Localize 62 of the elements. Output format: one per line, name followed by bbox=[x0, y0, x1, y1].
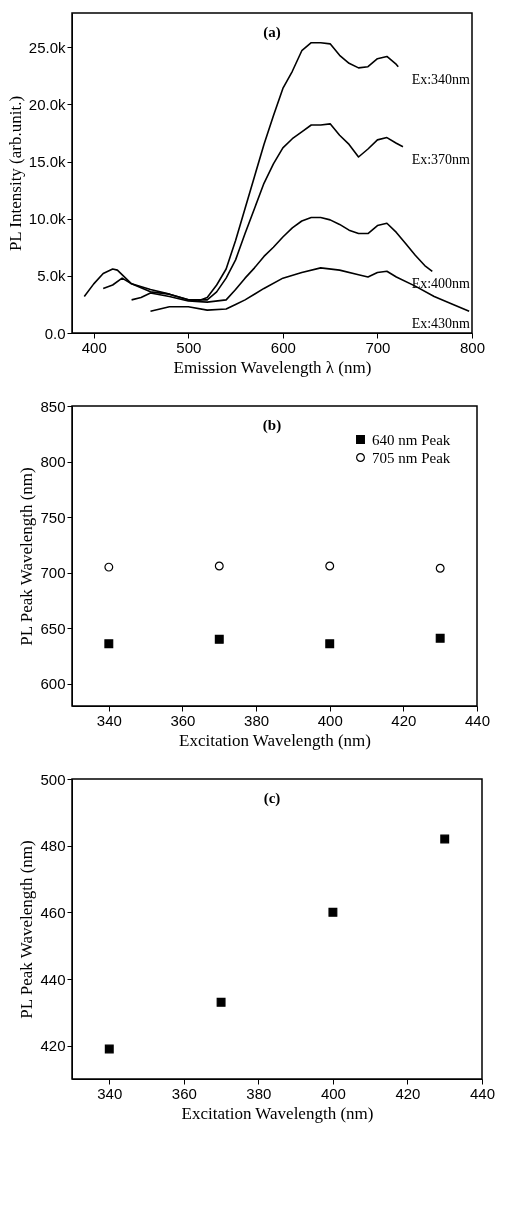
series-label: Ex:370nm bbox=[411, 151, 471, 167]
x-tick-label: 380 bbox=[246, 1084, 272, 1102]
point bbox=[216, 997, 226, 1007]
y-tick-label: 480 bbox=[40, 837, 66, 855]
annotation: (b) bbox=[262, 417, 282, 434]
point bbox=[325, 639, 335, 649]
y-tick-label: 420 bbox=[40, 1037, 66, 1055]
x-tick-label: 380 bbox=[244, 711, 270, 729]
point bbox=[214, 561, 224, 571]
x-axis-title: Emission Wavelength λ (nm) bbox=[173, 357, 372, 377]
legend-label: 705 nm Peak bbox=[372, 449, 451, 466]
series-label: Ex:430nm bbox=[411, 316, 471, 332]
x-tick-label: 440 bbox=[469, 1084, 496, 1102]
y-tick-label: 10.0k bbox=[28, 210, 66, 228]
point bbox=[104, 1044, 114, 1054]
annotation: (c) bbox=[263, 790, 281, 807]
x-tick-label: 600 bbox=[270, 338, 296, 356]
point bbox=[325, 561, 335, 571]
y-tick-label: 20.0k bbox=[28, 95, 66, 113]
point bbox=[440, 834, 450, 844]
x-tick-label: 340 bbox=[96, 711, 122, 729]
x-tick-label: 500 bbox=[176, 338, 202, 356]
series-label: Ex:400nm bbox=[411, 276, 471, 292]
x-tick-label: 400 bbox=[320, 1084, 346, 1102]
y-tick-label: 460 bbox=[40, 903, 66, 921]
legend-label: 640 nm Peak bbox=[372, 431, 451, 448]
x-tick-label: 420 bbox=[395, 1084, 421, 1102]
point bbox=[214, 634, 224, 644]
y-axis-title: PL Peak Wavelength (nm) bbox=[17, 467, 37, 646]
line-series bbox=[149, 267, 470, 313]
y-tick-label: 5.0k bbox=[37, 267, 66, 285]
point bbox=[328, 907, 338, 917]
point bbox=[435, 633, 445, 643]
series-label: Ex:340nm bbox=[411, 71, 471, 87]
point bbox=[435, 563, 445, 573]
y-axis-title: PL Intensity (arb.unit.) bbox=[5, 95, 25, 252]
annotation: (a) bbox=[263, 24, 281, 41]
x-tick-label: 700 bbox=[365, 338, 391, 356]
x-axis-title: Excitation Wavelength (nm) bbox=[181, 1103, 374, 1123]
x-tick-label: 360 bbox=[171, 1084, 197, 1102]
y-tick-label: 15.0k bbox=[28, 153, 66, 171]
x-tick-label: 340 bbox=[97, 1084, 123, 1102]
x-tick-label: 400 bbox=[81, 338, 107, 356]
x-tick-label: 400 bbox=[317, 711, 343, 729]
y-tick-label: 850 bbox=[40, 397, 66, 415]
y-tick-label: 440 bbox=[40, 970, 66, 988]
y-tick-label: 800 bbox=[40, 453, 66, 471]
y-tick-label: 750 bbox=[40, 508, 66, 526]
y-tick-label: 25.0k bbox=[28, 38, 66, 56]
y-tick-label: 500 bbox=[40, 770, 66, 788]
y-tick-label: 0.0 bbox=[44, 324, 66, 342]
x-tick-label: 420 bbox=[391, 711, 417, 729]
y-tick-label: 600 bbox=[40, 675, 66, 693]
x-axis-title: Excitation Wavelength (nm) bbox=[179, 730, 371, 750]
x-tick-label: 360 bbox=[170, 711, 196, 729]
x-tick-label: 800 bbox=[459, 338, 486, 356]
y-axis-title: PL Peak Wavelength (nm) bbox=[17, 840, 37, 1019]
x-tick-label: 440 bbox=[464, 711, 491, 729]
y-tick-label: 700 bbox=[40, 564, 66, 582]
point bbox=[104, 639, 114, 649]
point bbox=[104, 562, 114, 572]
y-tick-label: 650 bbox=[40, 619, 66, 637]
